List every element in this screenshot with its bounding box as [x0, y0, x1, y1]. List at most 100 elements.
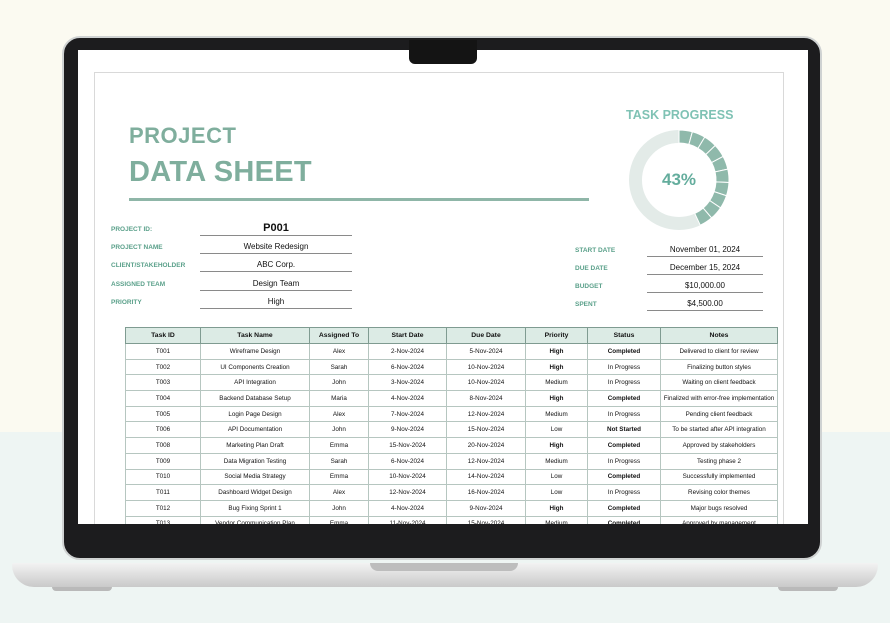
task-name-cell: Social Media Strategy	[200, 469, 310, 486]
task-id-cell: T009	[125, 453, 201, 470]
task-name-cell: Dashboard Widget Design	[200, 484, 310, 501]
status-cell: Completed	[587, 500, 661, 517]
due-date-cell: 5-Nov-2024	[446, 343, 526, 360]
start-date-cell: 12-Nov-2024	[368, 484, 447, 501]
notes-cell: Major bugs resolved	[660, 500, 778, 517]
table-row: T006 API Documentation John 9-Nov-2024 15-No…	[125, 421, 778, 439]
notes-cell: Pending client feedback	[660, 406, 778, 423]
info-label: CLIENT/STAKEHOLDER	[111, 262, 186, 269]
donut-progress-segment	[694, 207, 713, 226]
priority-cell: Medium	[525, 374, 588, 392]
column-header: Due Date	[446, 327, 526, 344]
due-date-cell: 8-Nov-2024	[446, 390, 526, 407]
task-name-cell: Wireframe Design	[200, 343, 310, 360]
start-date-cell: 7-Nov-2024	[368, 406, 447, 423]
info-value: High	[200, 295, 352, 309]
due-date-cell: 12-Nov-2024	[446, 453, 526, 470]
priority-cell: High	[525, 343, 588, 360]
page-title-line2: DATA SHEET	[129, 156, 312, 188]
due-date-cell: 12-Nov-2024	[446, 406, 526, 423]
due-date-cell: 10-Nov-2024	[446, 374, 526, 392]
column-header: Task Name	[200, 327, 310, 344]
task-id-cell: T001	[125, 343, 201, 360]
table-row: T004 Backend Database Setup Maria 4-Nov-202…	[125, 390, 778, 407]
status-cell: Completed	[587, 469, 661, 486]
task-name-cell: Backend Database Setup	[200, 390, 310, 407]
priority-cell: Medium	[525, 406, 588, 423]
info-label: BUDGET	[575, 283, 603, 290]
info-value: $10,000.00	[647, 279, 763, 293]
task-name-cell: API Integration	[200, 374, 310, 392]
task-id-cell: T008	[125, 437, 201, 454]
status-cell: Completed	[587, 343, 661, 360]
task-name-cell: API Documentation	[200, 421, 310, 439]
due-date-cell: 16-Nov-2024	[446, 484, 526, 501]
priority-cell: High	[525, 359, 588, 376]
status-cell: In Progress	[587, 359, 661, 376]
task-progress-donut	[629, 129, 730, 230]
info-label: PROJECT ID:	[111, 226, 153, 233]
page-title-line1: PROJECT	[129, 123, 237, 148]
notes-cell: Approved by stakeholders	[660, 437, 778, 454]
task-id-cell: T010	[125, 469, 201, 486]
column-header: Task ID	[125, 327, 201, 344]
task-id-cell: T005	[125, 406, 201, 423]
task-id-cell: T012	[125, 500, 201, 517]
assignee-cell: Sarah	[309, 453, 369, 470]
task-id-cell: T002	[125, 359, 201, 376]
priority-cell: High	[525, 390, 588, 407]
table-row: T003 API Integration John 3-Nov-2024 10-Nov-…	[125, 374, 778, 392]
task-id-cell: T013	[125, 516, 201, 524]
priority-cell: Medium	[525, 453, 588, 470]
column-header: Priority	[525, 327, 588, 344]
info-label: PROJECT NAME	[111, 244, 163, 251]
status-cell: In Progress	[587, 484, 661, 501]
task-id-cell: T004	[125, 390, 201, 407]
due-date-cell: 14-Nov-2024	[446, 469, 526, 486]
spreadsheet-page: PROJECT DATA SHEET TASK PROGRESS 43% PRO…	[94, 72, 784, 524]
info-value: Website Redesign	[200, 240, 352, 254]
column-header: Notes	[660, 327, 778, 344]
notes-cell: Revising color themes	[660, 484, 778, 501]
assignee-cell: Maria	[309, 390, 369, 407]
table-row: T001 Wireframe Design Alex 2-Nov-2024 5-Nov-…	[125, 343, 778, 360]
status-cell: In Progress	[587, 453, 661, 470]
column-header: Assigned To	[309, 327, 369, 344]
status-cell: In Progress	[587, 406, 661, 423]
start-date-cell: 10-Nov-2024	[368, 469, 447, 486]
task-name-cell: Vendor Communication Plan	[200, 516, 310, 524]
task-progress-title: TASK PROGRESS	[626, 108, 734, 122]
camera-notch	[409, 40, 477, 64]
task-id-cell: T003	[125, 374, 201, 392]
assignee-cell: Sarah	[309, 359, 369, 376]
due-date-cell: 15-Nov-2024	[446, 516, 526, 524]
column-header: Start Date	[368, 327, 447, 344]
notes-cell: Finalized with error-free implementation	[660, 390, 778, 407]
due-date-cell: 15-Nov-2024	[446, 421, 526, 439]
info-value: November 01, 2024	[647, 243, 763, 257]
notes-cell: Waiting on client feedback	[660, 374, 778, 392]
start-date-cell: 3-Nov-2024	[368, 374, 447, 392]
notes-cell: To be started after API integration	[660, 421, 778, 439]
assignee-cell: Emma	[309, 469, 369, 486]
start-date-cell: 6-Nov-2024	[368, 359, 447, 376]
info-value: P001	[200, 222, 352, 236]
start-date-cell: 11-Nov-2024	[368, 516, 447, 524]
table-row: T002 UI Components Creation Sarah 6-Nov-202…	[125, 359, 778, 376]
task-id-cell: T006	[125, 421, 201, 439]
start-date-cell: 4-Nov-2024	[368, 500, 447, 517]
assignee-cell: Alex	[309, 343, 369, 360]
task-id-cell: T011	[125, 484, 201, 501]
table-row: T009 Data Migration Testing Sarah 6-Nov-202…	[125, 453, 778, 470]
notes-cell: Testing phase 2	[660, 453, 778, 470]
laptop-foot-left	[52, 587, 112, 591]
priority-cell: Medium	[525, 516, 588, 524]
column-header: Status	[587, 327, 661, 344]
laptop-screen: PROJECT DATA SHEET TASK PROGRESS 43% PRO…	[78, 50, 808, 524]
table-row: T005 Login Page Design Alex 7-Nov-2024 12-No…	[125, 406, 778, 423]
status-cell: In Progress	[587, 374, 661, 392]
info-label: START DATE	[575, 247, 616, 254]
notes-cell: Successfully implemented	[660, 469, 778, 486]
info-label: PRIORITY	[111, 299, 142, 306]
task-name-cell: Marketing Plan Draft	[200, 437, 310, 454]
